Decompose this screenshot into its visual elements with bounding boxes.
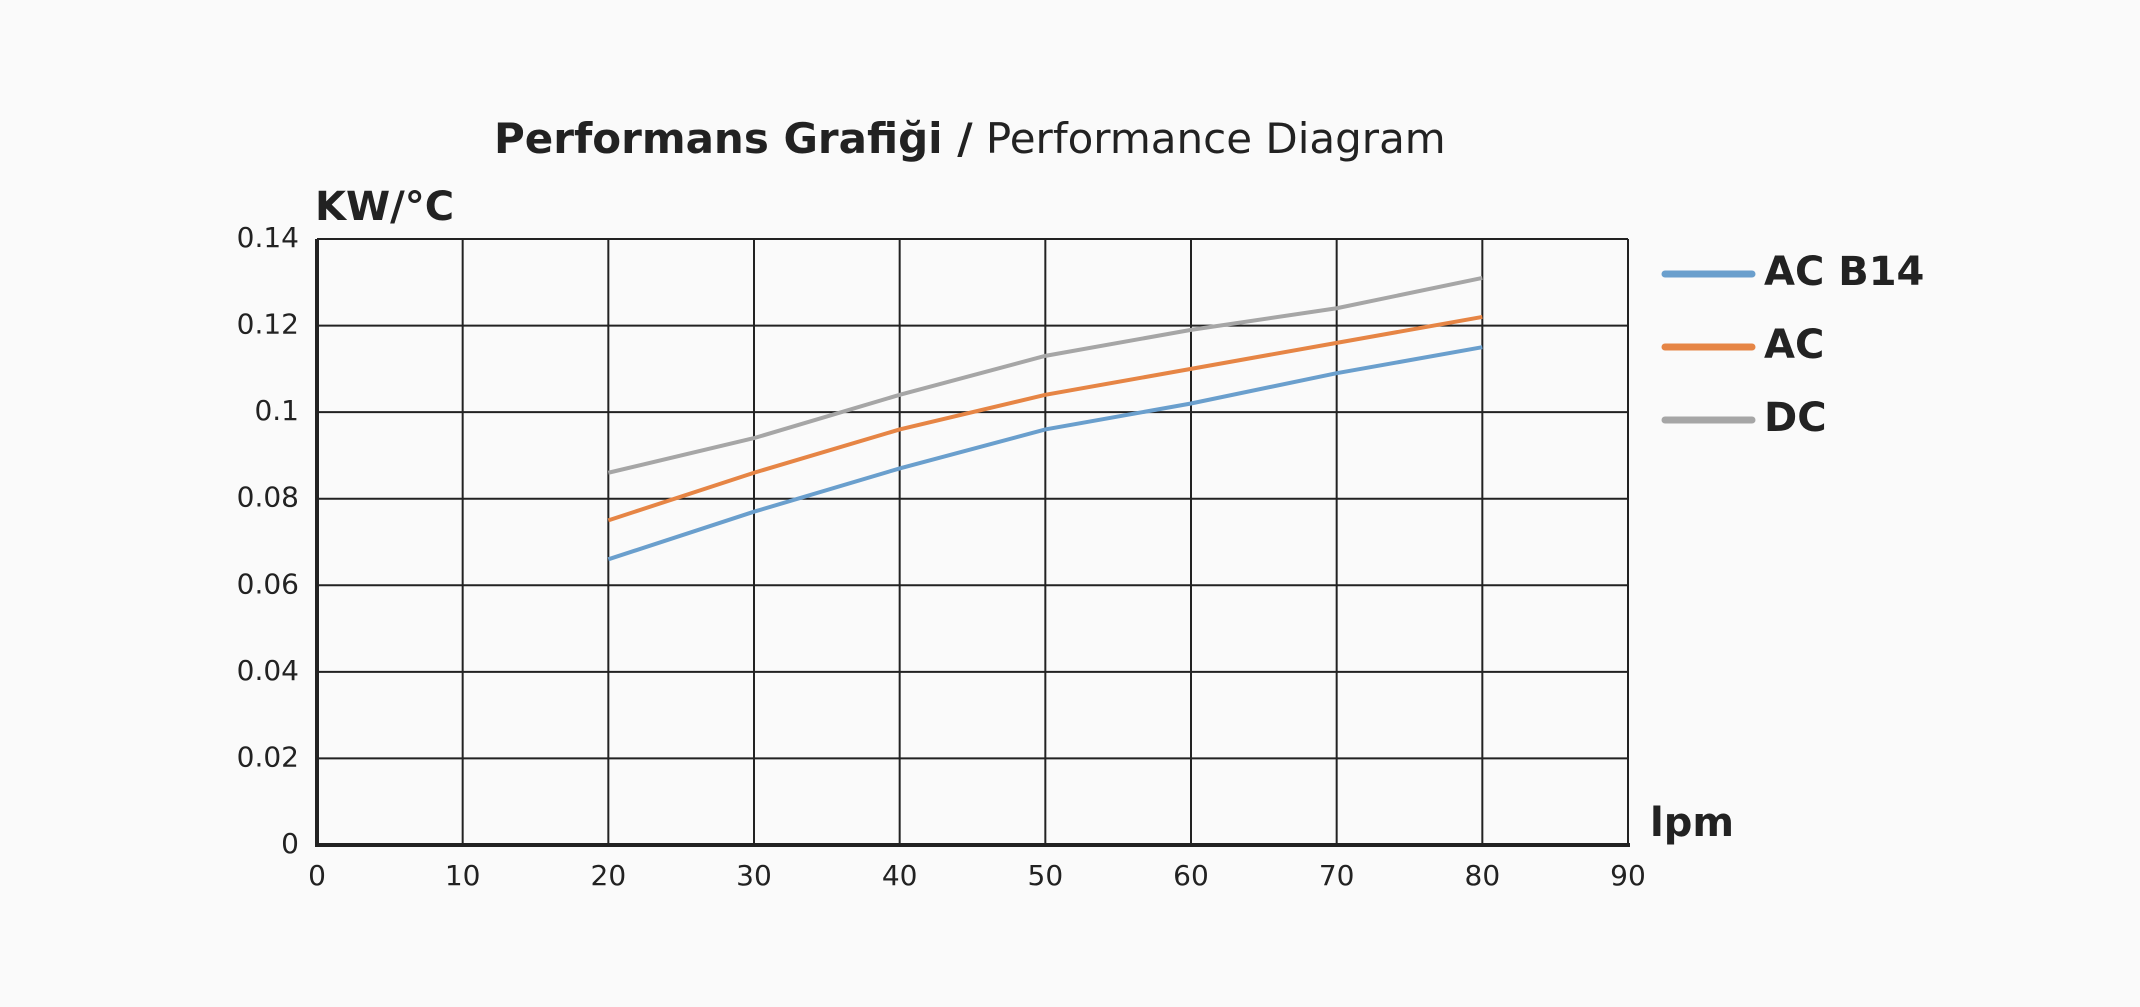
- x-tick-label: 70: [1319, 859, 1355, 892]
- x-tick-label: 40: [882, 859, 918, 892]
- series-line: [607, 345, 1483, 562]
- legend-label: DC: [1764, 395, 1827, 441]
- y-tick-label: 0: [281, 827, 299, 860]
- x-axis-label: lpm: [1650, 800, 1734, 846]
- y-tick-label: 0.1: [254, 394, 299, 427]
- x-tick-label: 80: [1465, 859, 1501, 892]
- y-tick-label: 0.04: [237, 654, 299, 687]
- y-tick-label: 0.14: [237, 221, 299, 254]
- legend-label: AC: [1764, 322, 1824, 368]
- y-axis-label: KW/°C: [315, 184, 454, 230]
- y-tick-label: 0.12: [237, 308, 299, 341]
- x-tick-label: 60: [1173, 859, 1209, 892]
- x-tick-label: 10: [445, 859, 481, 892]
- legend-label: AC B14: [1764, 249, 1924, 295]
- title-bold: Performans Grafiği /: [494, 114, 973, 163]
- series-line: [607, 275, 1483, 475]
- x-tick-label: 30: [736, 859, 772, 892]
- y-tick-label: 0.06: [237, 567, 299, 600]
- x-tick-label: 90: [1610, 859, 1646, 892]
- y-tick-label: 0.08: [237, 481, 299, 514]
- x-tick-label: 0: [308, 859, 326, 892]
- title-normal: Performance Diagram: [986, 114, 1446, 163]
- series-line: [607, 314, 1483, 523]
- x-tick-label: 20: [591, 859, 627, 892]
- chart-title: Performans Grafiği / Performance Diagram: [494, 114, 1446, 163]
- x-tick-label: 50: [1028, 859, 1064, 892]
- y-tick-label: 0.02: [237, 740, 299, 773]
